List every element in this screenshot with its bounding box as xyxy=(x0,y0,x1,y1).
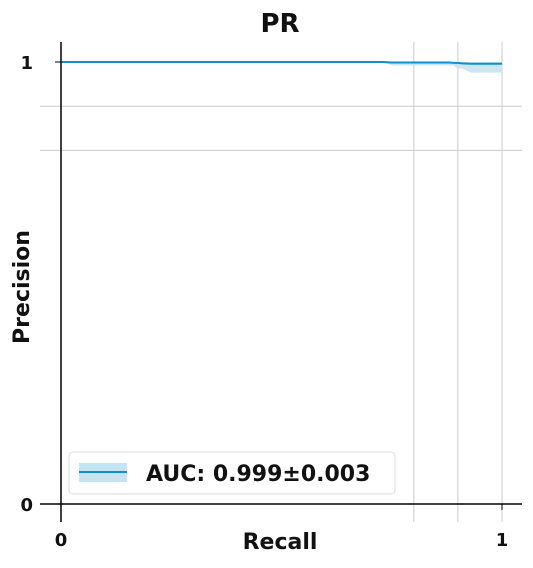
chart-title: PR xyxy=(260,9,299,39)
y-axis-label: Precision xyxy=(10,230,35,344)
series-line-0 xyxy=(61,61,502,65)
x-tick-label-1: 1 xyxy=(496,530,509,551)
x-tick-label-0: 0 xyxy=(55,530,68,551)
x-axis-label: Recall xyxy=(243,530,318,555)
legend: AUC: 0.999±0.003 xyxy=(68,451,396,495)
grid-lines xyxy=(40,42,522,522)
y-tick-label-0: 0 xyxy=(20,495,33,516)
series-band-0 xyxy=(61,62,502,73)
y-tick-label-1: 1 xyxy=(20,53,33,74)
tick-labels: 0 1 0 1 xyxy=(20,53,508,551)
legend-label: AUC: 0.999±0.003 xyxy=(146,462,370,487)
confidence-bands xyxy=(61,62,502,73)
series-lines xyxy=(61,61,502,65)
legend-box xyxy=(68,451,396,495)
